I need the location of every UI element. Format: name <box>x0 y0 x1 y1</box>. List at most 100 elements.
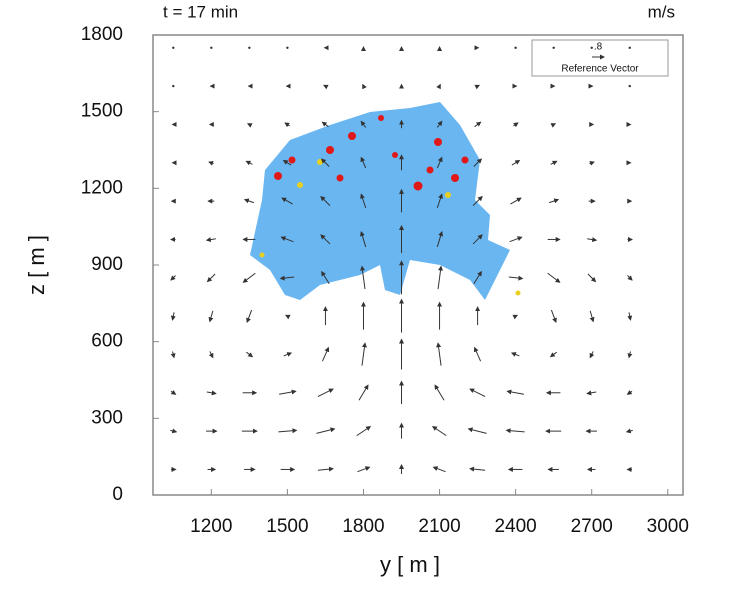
vector-arrow <box>505 428 525 434</box>
vector-arrow <box>361 342 367 366</box>
x-tick-label: 1200 <box>190 516 232 537</box>
x-tick-label: 1800 <box>342 516 384 537</box>
y-tick-label: 300 <box>91 407 123 428</box>
vector-arrow <box>317 466 334 472</box>
y-axis-label: z [ m ] <box>24 235 49 295</box>
vector-arrow <box>360 265 366 290</box>
vector-arrow <box>467 427 487 434</box>
vector-arrow <box>511 160 521 166</box>
vector-arrow <box>316 427 336 434</box>
vector-arrow <box>509 236 523 243</box>
vector-arrow <box>589 310 595 323</box>
vector-arrow <box>246 309 253 324</box>
y-tick-label: 900 <box>91 254 123 275</box>
vector-arrow <box>472 234 483 245</box>
x-tick-label: 2700 <box>571 516 613 537</box>
vector-arrow <box>626 389 633 395</box>
vector-arrow <box>317 388 334 397</box>
vector-arrow <box>282 160 292 166</box>
vector-arrow <box>510 352 520 357</box>
vector-arrow <box>170 428 178 434</box>
vector-arrow <box>586 390 597 396</box>
vector-arrow <box>283 352 293 357</box>
x-tick-label: 1500 <box>266 516 308 537</box>
vector-arrow <box>208 310 214 323</box>
vector-dot <box>172 84 175 88</box>
vector-arrow <box>205 237 216 243</box>
vector-arrow <box>208 160 214 166</box>
x-tick-label: 2100 <box>418 516 460 537</box>
vector-arrow <box>246 351 254 358</box>
vector-arrow <box>436 230 444 248</box>
y-tick-label: 1200 <box>81 177 123 198</box>
vector-arrow <box>321 270 330 285</box>
vector-arrow <box>434 384 445 401</box>
vector-arrow <box>587 273 597 283</box>
vector-arrow <box>280 236 294 243</box>
x-tick-label: 3000 <box>647 516 689 537</box>
units-label: m/s <box>648 2 675 21</box>
droplets <box>274 115 469 191</box>
vector-arrow <box>627 351 633 359</box>
vector-arrow <box>436 156 443 169</box>
vector-arrow <box>627 312 633 321</box>
vector-arrow <box>469 388 486 397</box>
vector-arrow <box>627 275 633 281</box>
vector-arrow <box>206 273 216 283</box>
y-tick-label: 600 <box>91 331 123 352</box>
vector-arrow <box>281 197 293 205</box>
vector-arrow <box>513 122 519 128</box>
vector-arrow <box>360 156 367 169</box>
vector-arrow <box>208 351 214 359</box>
vector-arrow <box>474 84 480 90</box>
vector-arrow <box>508 275 524 281</box>
vector-arrow <box>279 275 295 281</box>
vector-arrow <box>473 346 482 362</box>
title: t = 17 min <box>163 2 238 21</box>
vector-arrow <box>321 121 329 128</box>
vector-arrow <box>356 426 372 437</box>
vector-arrow <box>625 428 633 434</box>
vector-arrow <box>549 351 557 358</box>
vector-arrow <box>246 123 253 128</box>
vector-arrow <box>589 351 595 359</box>
vector-arrow <box>431 426 447 437</box>
vector-arrow <box>323 84 329 90</box>
vector-arrow <box>550 309 557 324</box>
vector-arrow <box>473 158 483 167</box>
vector-arrow <box>243 198 255 204</box>
y-tick-label: 1500 <box>81 101 123 122</box>
vector-arrow <box>284 122 290 128</box>
vector-arrow <box>357 466 371 473</box>
vector-arrow <box>170 312 176 321</box>
vector-dot <box>628 46 631 49</box>
vector-arrow <box>550 160 558 166</box>
vector-arrow <box>245 160 253 166</box>
vector-arrow <box>320 158 330 167</box>
reference-value: .8 <box>594 42 603 53</box>
vector-arrow <box>362 83 367 90</box>
vector-dot <box>552 46 555 49</box>
vector-arrow <box>587 237 598 243</box>
cloud <box>250 102 510 300</box>
vector-arrow <box>432 466 446 473</box>
x-axis-label: y [ m ] <box>380 552 440 577</box>
reference-label: Reference Vector <box>561 64 639 75</box>
vector-arrow <box>474 121 482 128</box>
vector-arrow <box>170 389 177 395</box>
vector-dot <box>248 46 251 49</box>
vector-arrow <box>506 389 524 395</box>
vector-arrow <box>170 351 176 359</box>
y-tick-label: 0 <box>112 484 123 505</box>
vector-dot <box>590 46 593 49</box>
vector-arrow <box>436 83 441 90</box>
vector-arrow <box>547 272 561 283</box>
vector-dot <box>628 84 631 88</box>
vector-arrow <box>549 198 560 204</box>
vector-dot <box>210 46 213 49</box>
vector-arrow <box>170 275 176 281</box>
vector-arrow <box>285 314 291 320</box>
vector-arrow <box>472 195 483 206</box>
vector-arrow <box>320 195 331 206</box>
